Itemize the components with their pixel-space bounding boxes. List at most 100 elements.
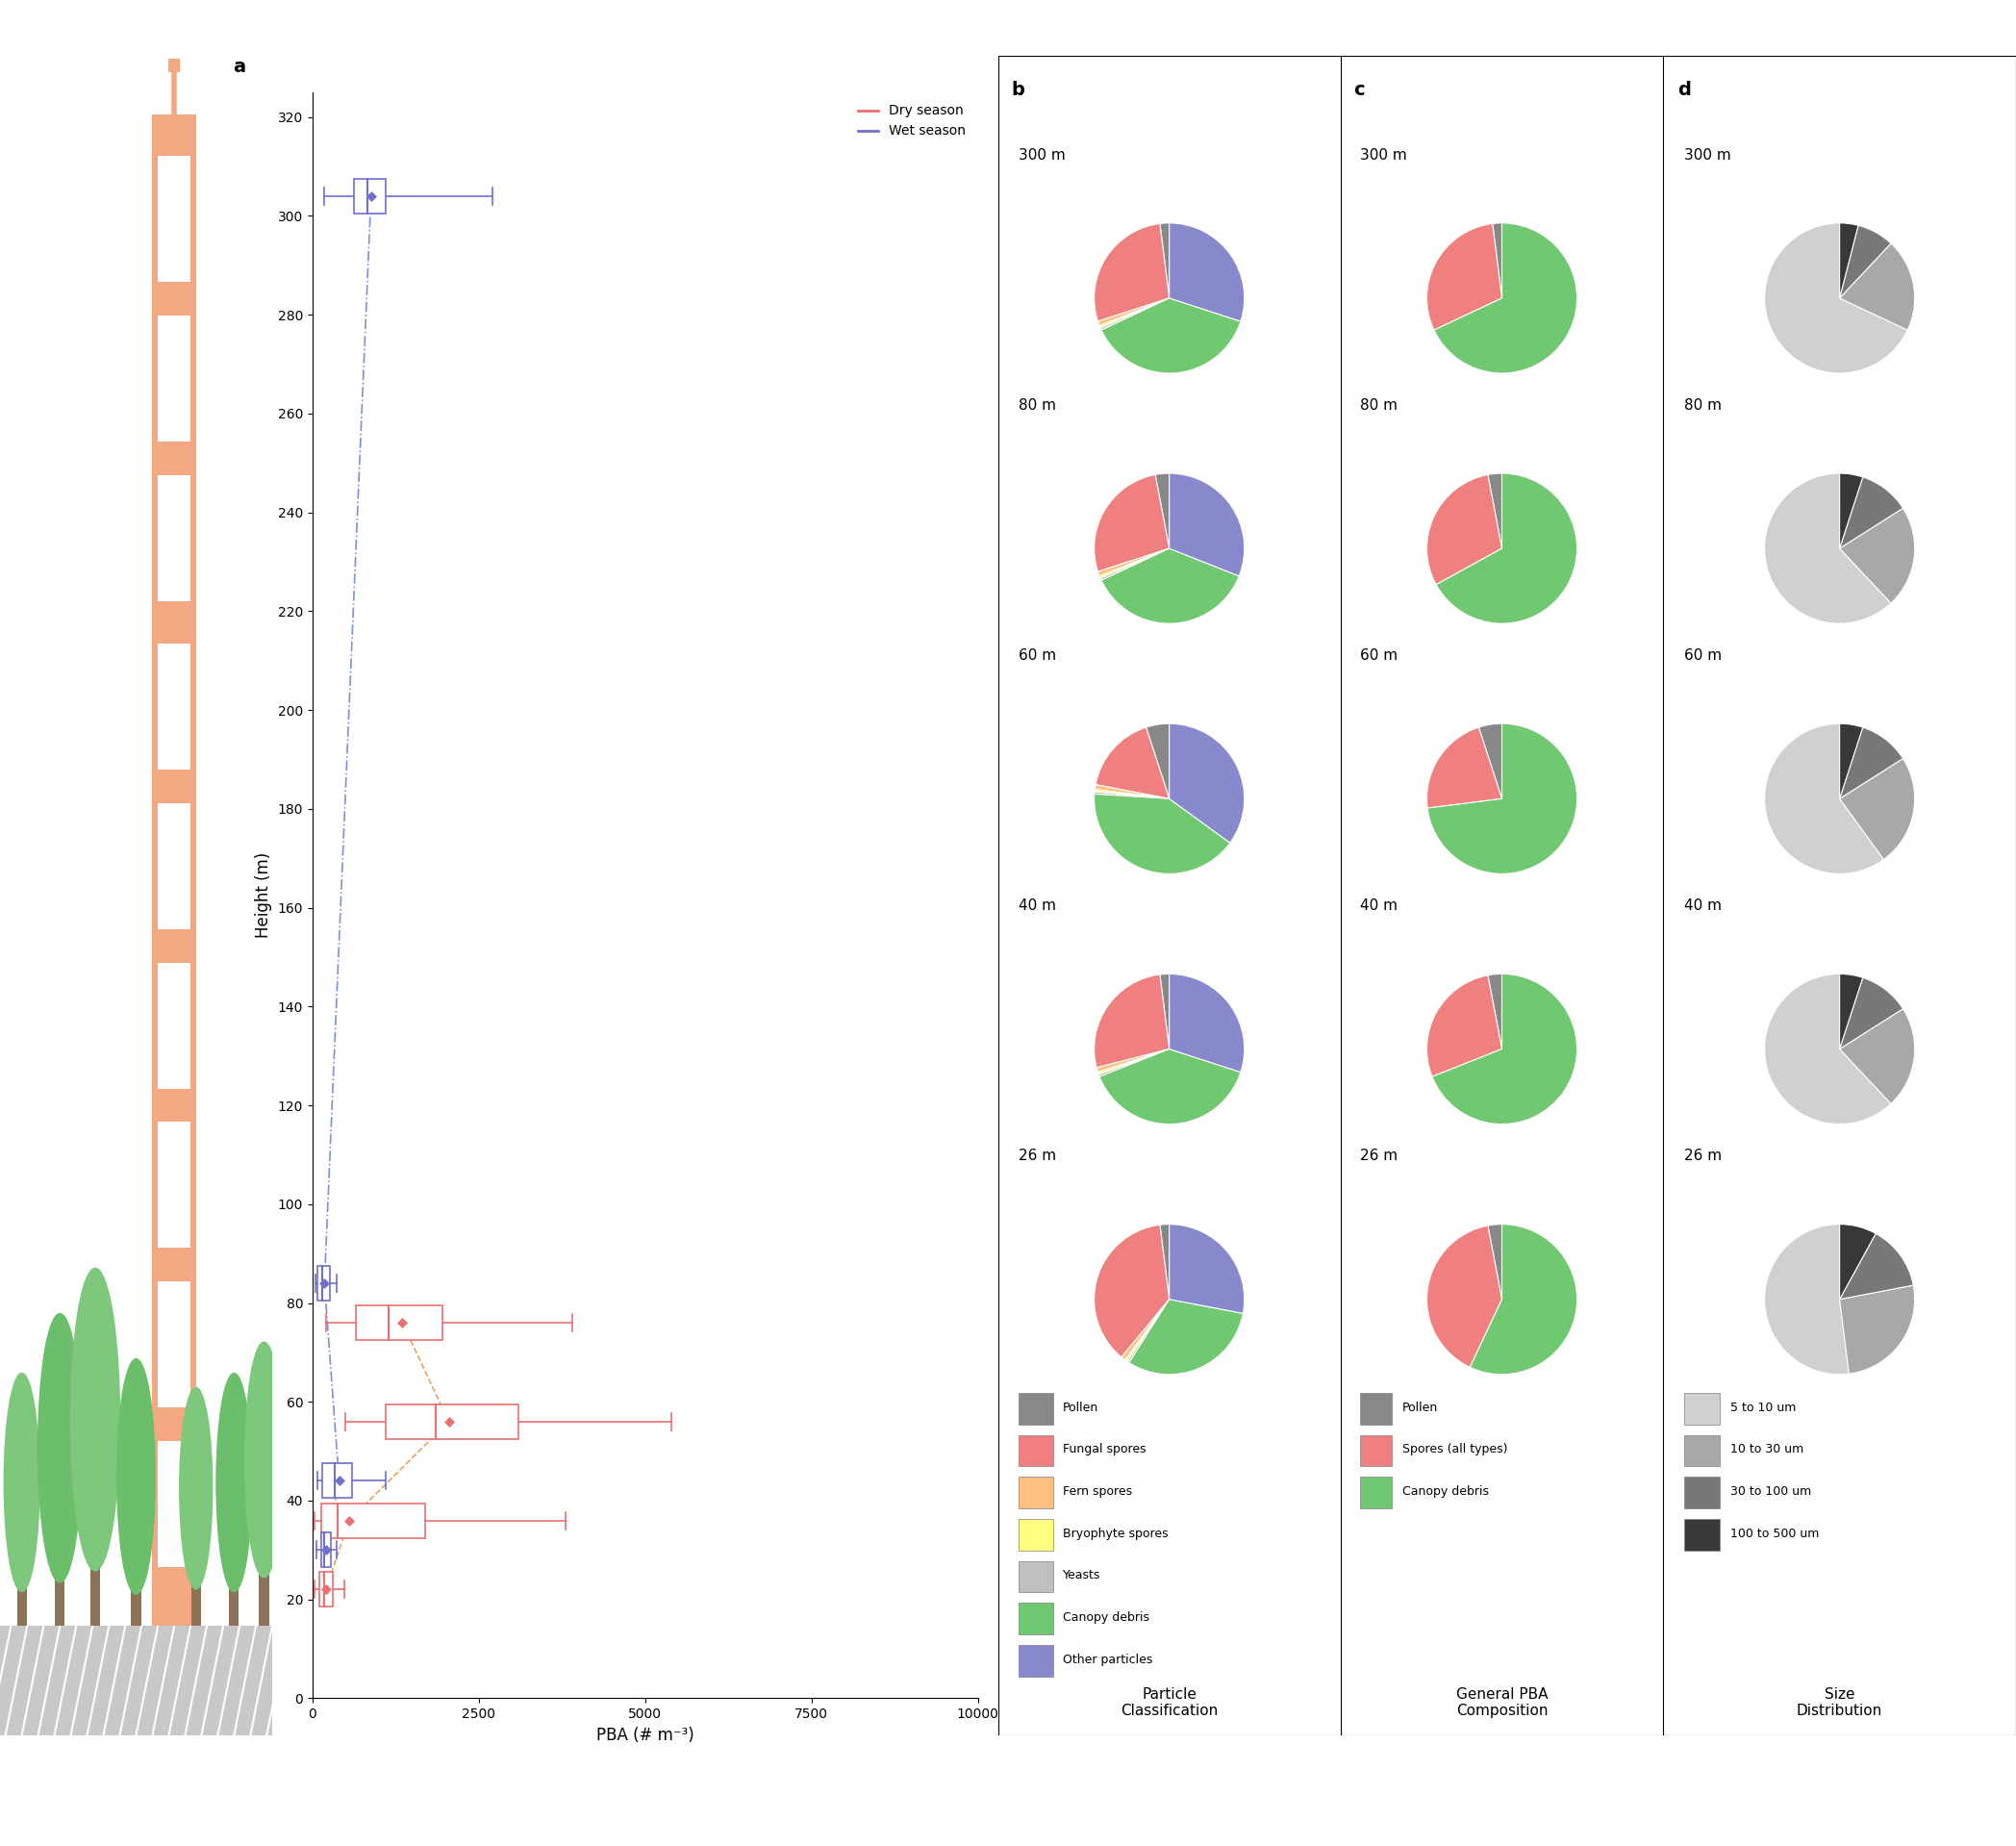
Text: Fungal spores: Fungal spores xyxy=(1062,1444,1147,1456)
Bar xyxy=(1683,1477,1720,1508)
Wedge shape xyxy=(1839,759,1915,860)
Circle shape xyxy=(216,1373,252,1591)
Text: 80 m: 80 m xyxy=(1018,399,1056,412)
Bar xyxy=(319,1573,333,1606)
Text: 300 m: 300 m xyxy=(1361,148,1407,162)
Text: 5 to 10 um: 5 to 10 um xyxy=(1730,1401,1796,1414)
Wedge shape xyxy=(1427,474,1502,585)
Text: 26 m: 26 m xyxy=(1361,1148,1397,1163)
Bar xyxy=(385,1405,518,1438)
Wedge shape xyxy=(1839,727,1903,799)
Wedge shape xyxy=(1121,1300,1169,1361)
Wedge shape xyxy=(1095,223,1169,321)
Text: 80 m: 80 m xyxy=(1361,399,1397,412)
Wedge shape xyxy=(1097,1049,1169,1073)
Bar xyxy=(157,1122,192,1248)
Bar xyxy=(157,1281,192,1408)
Wedge shape xyxy=(1159,223,1169,297)
Bar xyxy=(1018,1645,1052,1676)
Text: 26 m: 26 m xyxy=(1018,1148,1056,1163)
Bar xyxy=(157,644,192,770)
Bar xyxy=(157,1442,192,1567)
Bar xyxy=(319,1266,331,1301)
Wedge shape xyxy=(1839,473,1863,548)
Wedge shape xyxy=(1129,1300,1244,1375)
Wedge shape xyxy=(1427,727,1502,809)
Bar xyxy=(1018,1477,1052,1508)
Wedge shape xyxy=(1099,548,1169,578)
Y-axis label: Height (m): Height (m) xyxy=(254,853,272,938)
Wedge shape xyxy=(1470,1224,1577,1375)
Wedge shape xyxy=(1101,297,1169,330)
Text: a: a xyxy=(232,57,246,76)
Legend: Dry season, Wet season: Dry season, Wet season xyxy=(853,100,972,144)
Text: Bryophyte spores: Bryophyte spores xyxy=(1062,1527,1169,1540)
Wedge shape xyxy=(1099,297,1169,329)
Wedge shape xyxy=(1095,975,1169,1067)
Wedge shape xyxy=(1431,975,1577,1124)
Wedge shape xyxy=(1839,1224,1875,1300)
Bar xyxy=(157,962,192,1089)
Text: d: d xyxy=(1677,81,1691,100)
Wedge shape xyxy=(1839,476,1903,548)
Text: Particle
Classification: Particle Classification xyxy=(1121,1687,1218,1719)
Wedge shape xyxy=(1099,297,1169,325)
Wedge shape xyxy=(1145,724,1169,799)
Text: c: c xyxy=(1353,81,1365,100)
Wedge shape xyxy=(1099,1049,1240,1124)
Wedge shape xyxy=(1764,724,1883,873)
Text: b: b xyxy=(1012,81,1024,100)
Wedge shape xyxy=(1427,724,1577,873)
Wedge shape xyxy=(1427,223,1502,330)
Wedge shape xyxy=(1101,297,1240,373)
Circle shape xyxy=(246,1342,282,1576)
Wedge shape xyxy=(1764,223,1907,373)
Wedge shape xyxy=(1095,785,1169,799)
Text: 30 to 100 um: 30 to 100 um xyxy=(1730,1486,1810,1497)
Bar xyxy=(355,1305,442,1340)
Bar xyxy=(1683,1394,1720,1425)
Wedge shape xyxy=(1839,724,1863,799)
Text: 40 m: 40 m xyxy=(1361,899,1397,914)
Wedge shape xyxy=(1839,975,1863,1049)
Text: Canopy debris: Canopy debris xyxy=(1401,1486,1488,1497)
Wedge shape xyxy=(1169,724,1244,844)
Text: 60 m: 60 m xyxy=(1361,648,1397,663)
Bar xyxy=(1361,1477,1393,1508)
Wedge shape xyxy=(1169,223,1244,321)
Text: 60 m: 60 m xyxy=(1683,648,1722,663)
Wedge shape xyxy=(1435,473,1577,624)
Wedge shape xyxy=(1095,1224,1169,1357)
Circle shape xyxy=(4,1373,40,1591)
Bar xyxy=(1018,1394,1052,1425)
Circle shape xyxy=(179,1388,212,1589)
Text: 10 to 30 um: 10 to 30 um xyxy=(1730,1444,1804,1456)
Bar xyxy=(353,179,385,214)
Bar xyxy=(1018,1602,1052,1634)
Bar xyxy=(321,1532,331,1567)
Wedge shape xyxy=(1155,473,1169,548)
Bar xyxy=(0,1626,272,1735)
Text: 80 m: 80 m xyxy=(1683,399,1722,412)
Wedge shape xyxy=(1101,548,1169,580)
Text: Canopy debris: Canopy debris xyxy=(1062,1612,1149,1624)
Wedge shape xyxy=(1764,1224,1849,1375)
Text: General PBA
Composition: General PBA Composition xyxy=(1456,1687,1548,1719)
Wedge shape xyxy=(1488,975,1502,1049)
Wedge shape xyxy=(1095,794,1230,873)
Wedge shape xyxy=(1433,223,1577,373)
Text: Size
Distribution: Size Distribution xyxy=(1796,1687,1883,1719)
Circle shape xyxy=(38,1314,83,1582)
Wedge shape xyxy=(1488,1224,1502,1300)
Bar xyxy=(157,157,192,282)
Wedge shape xyxy=(1169,975,1244,1073)
Wedge shape xyxy=(1099,548,1169,576)
Bar xyxy=(157,316,192,441)
Text: 300 m: 300 m xyxy=(1018,148,1064,162)
Text: Yeasts: Yeasts xyxy=(1062,1569,1101,1582)
Wedge shape xyxy=(1764,975,1891,1124)
Bar xyxy=(153,114,196,1626)
Bar xyxy=(1361,1394,1393,1425)
Bar xyxy=(91,1525,101,1626)
Wedge shape xyxy=(1159,1224,1169,1300)
